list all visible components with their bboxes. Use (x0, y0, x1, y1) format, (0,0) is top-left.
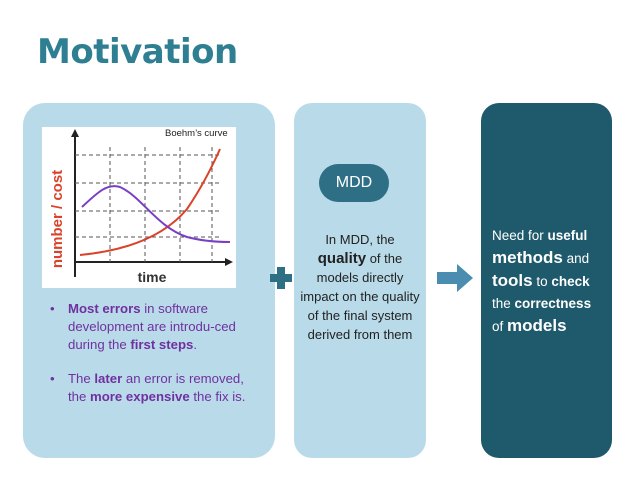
boehm-curve-chart: number / cost time (42, 127, 236, 288)
x-axis-label: time (138, 269, 167, 285)
mdd-badge: MDD (319, 164, 389, 202)
bullet-icon: • (50, 371, 55, 386)
emphasis-text: later (94, 371, 123, 386)
mdd-description: In MDD, the quality of the models direct… (300, 230, 420, 344)
need-emphasis: check (551, 274, 590, 289)
need-emphasis: useful (547, 228, 588, 243)
mdd-card (294, 103, 426, 458)
bullet-text: . (193, 337, 198, 352)
plus-icon (270, 267, 292, 289)
list-item: • The later an error is removed, the mor… (50, 370, 260, 406)
emphasis-text: first steps (130, 337, 194, 352)
bullet-text: The (68, 371, 95, 386)
need-text: the (492, 296, 515, 311)
bullet-text: the fix is. (189, 389, 246, 404)
mdd-emphasis: quality (317, 250, 367, 267)
bullet-icon: • (50, 301, 55, 316)
need-text: of (492, 319, 508, 334)
need-emphasis: models (507, 316, 567, 335)
need-emphasis: methods (492, 248, 563, 267)
need-text: Need for (492, 228, 548, 243)
bullet-list: • Most errors in software development ar… (50, 300, 260, 422)
need-description: Need for useful methods and tools to che… (492, 225, 612, 338)
slide-title: Motivation (37, 32, 238, 72)
emphasis-text: Most errors (68, 301, 141, 316)
right-arrow-icon (437, 264, 473, 292)
need-emphasis: tools (492, 271, 533, 290)
need-text: and (562, 251, 590, 266)
chart-grid (75, 147, 222, 262)
emphasis-text: more expensive (90, 389, 190, 404)
bullet-text: an error is removed, the (68, 371, 244, 404)
mdd-text-line: In MDD, the (325, 232, 395, 247)
list-item: • Most errors in software development ar… (50, 300, 260, 354)
mdd-text-line: of the models directly impact on the qua… (300, 251, 420, 342)
bullet-text: in software development are introdu-ced … (68, 301, 236, 352)
chart-caption: Boehm’s curve (165, 128, 228, 139)
need-card (481, 103, 612, 458)
errors-curve (81, 185, 231, 243)
y-axis-label: number / cost (49, 170, 66, 268)
need-text: to (532, 274, 552, 289)
cost-curve (79, 148, 221, 256)
need-emphasis: correctness (514, 296, 592, 311)
